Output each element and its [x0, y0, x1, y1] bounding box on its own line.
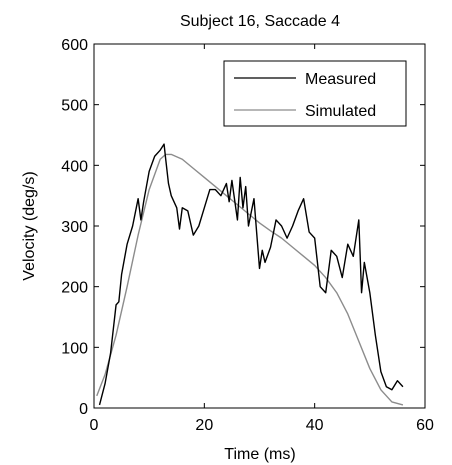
x-tick-label: 60	[416, 417, 434, 434]
y-tick-label: 300	[61, 219, 88, 236]
legend-label-simulated: Simulated	[305, 103, 376, 120]
y-axis-label: Velocity (deg/s)	[21, 171, 38, 280]
x-axis-label: Time (ms)	[224, 446, 295, 463]
x-tick-label: 40	[306, 417, 324, 434]
x-tick-label: 20	[195, 417, 213, 434]
x-axis-ticks: 0 20 40 60	[90, 44, 434, 434]
series-layer	[96, 143, 404, 406]
legend-label-measured: Measured	[305, 71, 376, 88]
y-tick-label: 100	[61, 340, 88, 357]
legend: Measured Simulated	[223, 60, 407, 127]
y-axis-ticks: 0 100 200 300 400 500 600	[61, 37, 425, 418]
y-tick-label: 0	[79, 401, 88, 418]
legend-box	[223, 60, 407, 127]
x-tick-label: 0	[90, 417, 99, 434]
y-tick-label: 400	[61, 158, 88, 175]
y-tick-label: 600	[61, 37, 88, 54]
series-line-simulated	[96, 153, 404, 406]
chart-title: Subject 16, Saccade 4	[180, 13, 340, 30]
y-tick-label: 500	[61, 98, 88, 115]
y-tick-label: 200	[61, 280, 88, 297]
series-line-measured	[98, 143, 404, 406]
